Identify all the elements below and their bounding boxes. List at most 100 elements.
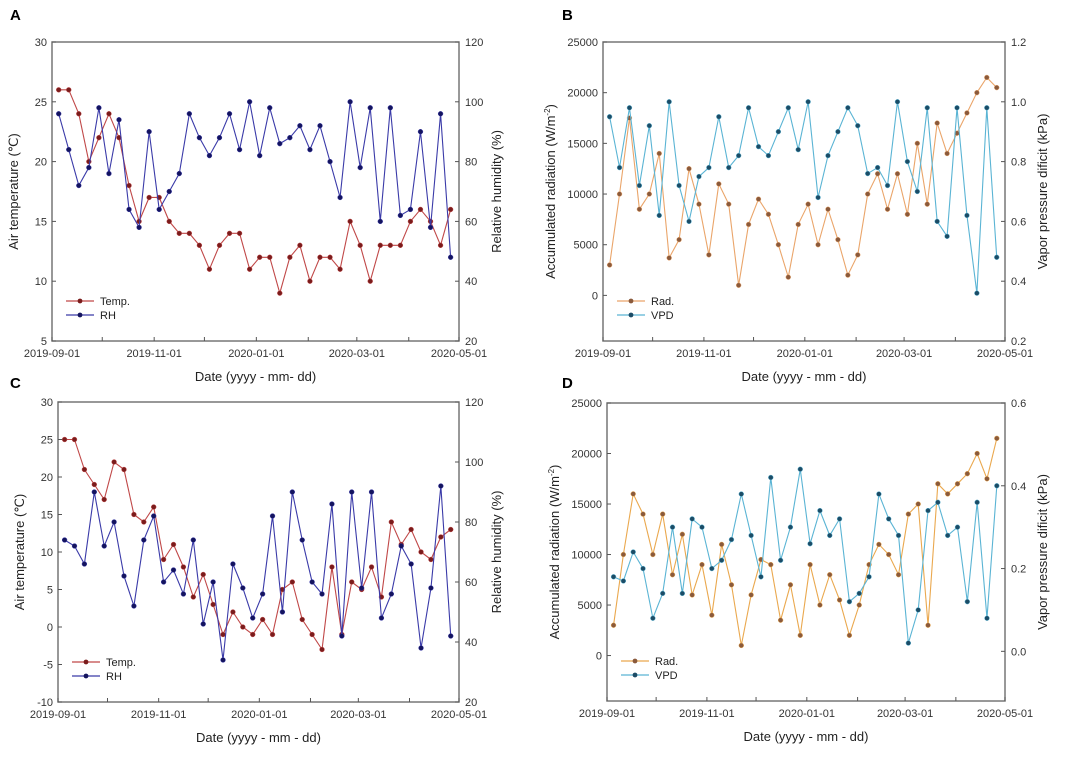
data-point	[357, 242, 363, 248]
panel-letter: D	[562, 375, 573, 392]
x-tick-label: 2020-03-01	[330, 709, 386, 721]
data-point	[131, 511, 137, 518]
data-point	[438, 534, 444, 540]
data-point	[176, 170, 182, 177]
y2-tick-label: 80	[465, 517, 477, 529]
data-point	[994, 254, 1000, 260]
panel-letter: A	[10, 7, 21, 24]
data-point	[817, 602, 823, 608]
data-point	[230, 609, 236, 615]
y-axis-label: Air temperature (℃)	[12, 494, 27, 610]
data-point	[748, 532, 754, 539]
data-point	[259, 616, 266, 623]
y-tick-label: 30	[35, 37, 47, 49]
data-point	[71, 543, 78, 549]
data-point	[397, 212, 404, 219]
series-line-temp	[64, 438, 452, 652]
data-point	[660, 511, 666, 517]
data-point	[141, 537, 147, 543]
data-point	[719, 557, 725, 563]
data-point	[66, 87, 72, 93]
y-tick-label: 25	[35, 97, 47, 109]
panel-letter: C	[10, 375, 21, 392]
data-point	[825, 152, 831, 159]
data-point	[817, 507, 823, 514]
data-point	[151, 504, 157, 510]
data-point	[398, 543, 404, 549]
y2-tick-label: 60	[465, 216, 477, 228]
data-point	[277, 141, 283, 147]
x-tick-label: 2019-11-01	[126, 348, 181, 360]
data-point	[388, 519, 394, 525]
data-point	[728, 536, 735, 543]
data-point	[236, 230, 243, 237]
data-point	[170, 541, 177, 548]
data-point	[417, 129, 424, 135]
data-point	[676, 236, 682, 243]
data-point	[407, 206, 414, 213]
y-tick-label: 25	[41, 435, 53, 447]
y-tick-label: 10	[35, 276, 47, 288]
data-point	[230, 561, 236, 567]
data-point	[357, 164, 363, 171]
x-tick-label: 2019-11-01	[679, 708, 734, 720]
data-point	[905, 511, 912, 517]
data-point	[329, 564, 335, 570]
y2-tick-label: 20	[465, 697, 477, 709]
data-point	[56, 111, 62, 117]
data-point	[716, 114, 722, 120]
data-point	[190, 537, 196, 543]
data-point	[106, 170, 112, 177]
data-point	[126, 182, 132, 189]
data-point	[279, 609, 286, 615]
data-point	[728, 582, 735, 588]
data-point	[81, 561, 88, 567]
data-point	[787, 524, 794, 530]
data-point	[836, 597, 843, 603]
panel-a: A 2019-09-01 2019-11-01 2020-01-01 2020-03-0…	[6, 7, 504, 384]
data-point	[349, 579, 355, 585]
data-point	[765, 211, 772, 217]
data-point	[309, 579, 315, 585]
legend-marker	[83, 673, 89, 679]
y2-tick-label: 60	[465, 577, 477, 589]
data-point	[206, 266, 213, 272]
legend-label: VPD	[655, 670, 678, 682]
data-point	[289, 489, 295, 495]
data-point	[240, 624, 246, 630]
data-point	[835, 129, 841, 135]
data-point	[777, 557, 784, 563]
plot-frame	[51, 41, 460, 342]
data-point	[745, 221, 752, 228]
data-point	[337, 194, 343, 201]
data-point	[755, 196, 762, 202]
y2-axis-label: Relative humidity (%)	[489, 491, 504, 614]
y-tick-label: 20000	[567, 88, 598, 100]
data-point	[964, 212, 970, 219]
y-tick-label: 10000	[571, 550, 602, 562]
data-point	[706, 164, 712, 171]
y-tick-label: 0	[596, 651, 602, 663]
x-tick-label: 2020-05-01	[431, 709, 487, 721]
data-point	[101, 496, 107, 503]
data-point	[61, 537, 68, 543]
panel-letter: B	[562, 7, 573, 24]
data-point	[924, 201, 930, 207]
data-point	[785, 274, 791, 280]
data-point	[317, 254, 323, 260]
data-point	[815, 194, 821, 201]
data-point	[805, 201, 811, 207]
data-point	[696, 173, 702, 180]
y2-tick-label: 0.0	[1011, 646, 1026, 658]
y-tick-label: 5	[47, 585, 53, 597]
legend-marker	[77, 312, 83, 318]
data-point	[905, 640, 912, 646]
data-point	[758, 574, 764, 580]
data-point	[676, 182, 682, 189]
y2-tick-label: 40	[465, 637, 477, 649]
data-point	[884, 182, 891, 189]
data-point	[91, 489, 97, 495]
data-point	[329, 501, 335, 507]
data-point	[719, 541, 725, 548]
legend-marker	[632, 672, 638, 678]
